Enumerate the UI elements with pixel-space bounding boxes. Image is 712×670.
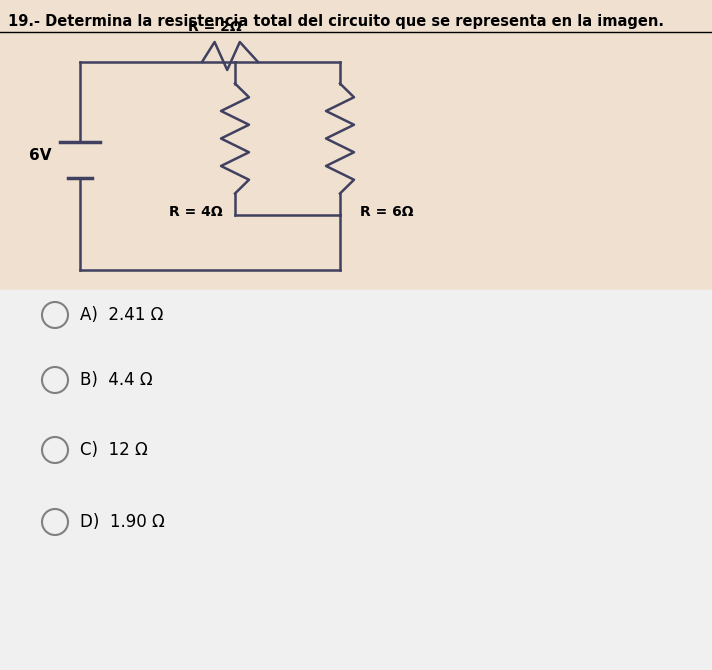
Text: B)  4.4 Ω: B) 4.4 Ω	[80, 371, 152, 389]
Text: A)  2.41 Ω: A) 2.41 Ω	[80, 306, 163, 324]
Text: R = 6Ω: R = 6Ω	[360, 206, 414, 220]
Text: 6V: 6V	[29, 149, 52, 163]
Text: R = 2Ω: R = 2Ω	[188, 20, 242, 34]
Bar	[0, 290, 712, 670]
Text: C)  12 Ω: C) 12 Ω	[80, 441, 148, 459]
Text: R = 4Ω: R = 4Ω	[169, 206, 223, 220]
Text: D)  1.90 Ω: D) 1.90 Ω	[80, 513, 164, 531]
Bar	[0, 0, 712, 290]
Text: 19.- Determina la resistencia total del circuito que se representa en la imagen.: 19.- Determina la resistencia total del …	[8, 14, 664, 29]
